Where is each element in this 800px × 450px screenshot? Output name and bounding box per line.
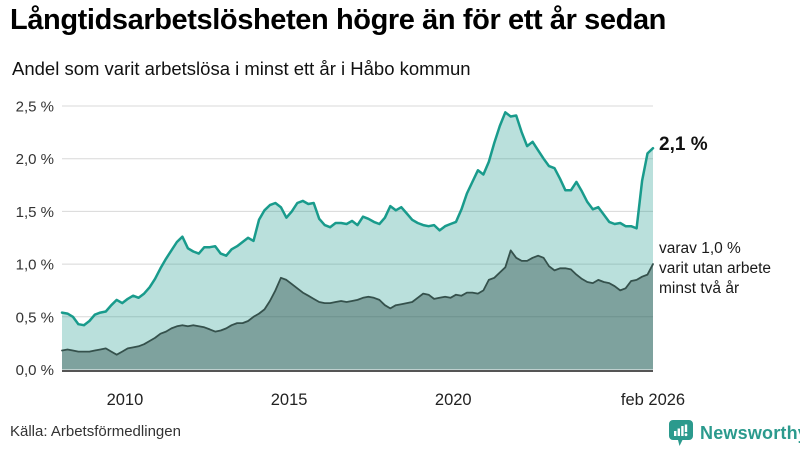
annotation-line-1: varav 1,0 % bbox=[659, 240, 741, 257]
newsworthy-logo-text: Newsworthy bbox=[700, 422, 800, 443]
line-utan-arbete-minst-tva-ar bbox=[61, 249, 654, 356]
x-axis-tick-label: feb 2026 bbox=[621, 391, 685, 409]
area-arbetslosa-minst-ett-ar bbox=[62, 112, 653, 370]
y-axis-tick-label: 0,5 % bbox=[16, 309, 54, 326]
page-title: Långtidsarbetslösheten högre än för ett … bbox=[10, 4, 666, 36]
y-axis-tick-label: 1,5 % bbox=[16, 204, 54, 221]
y-axis-tick-label: 2,5 % bbox=[16, 99, 54, 116]
unemployment-area-chart: 0,0 % 0,5 % 1,0 % 1,5 % 2,0 % 2,5 % 2010 2015 20… bbox=[16, 99, 685, 410]
y-axis-tick-label: 1,0 % bbox=[16, 257, 54, 274]
y-axis-tick-label: 0,0 % bbox=[16, 362, 54, 379]
annotation-line-3: minst två år bbox=[659, 280, 740, 297]
area-utan-arbete-minst-tva-ar bbox=[62, 250, 653, 370]
newsworthy-logo: Newsworthy bbox=[668, 419, 800, 447]
chart-subtitle: Andel som varit arbetslösa i minst ett å… bbox=[12, 58, 471, 79]
x-axis-tick-label: 2015 bbox=[271, 391, 308, 409]
line-arbetslosa-minst-ett-ar bbox=[60, 111, 655, 327]
x-axis-tick-label: 2020 bbox=[435, 391, 472, 409]
annotation-line-2: varit utan arbete bbox=[659, 260, 772, 277]
series-end-value-label: 2,1 % bbox=[659, 134, 708, 155]
source-note: Källa: Arbetsförmedlingen bbox=[10, 423, 181, 440]
newsworthy-logo-icon bbox=[669, 420, 693, 446]
y-axis-tick-label: 2,0 % bbox=[16, 151, 54, 168]
x-axis-tick-label: 2010 bbox=[107, 391, 144, 409]
secondary-series-annotation: varav 1,0 % varit utan arbete minst två … bbox=[659, 239, 771, 299]
